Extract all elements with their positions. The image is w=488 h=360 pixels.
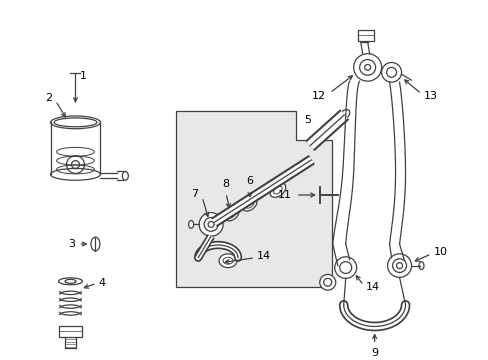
Circle shape [381,63,401,82]
Ellipse shape [339,109,349,120]
Ellipse shape [418,262,423,270]
Bar [357,30,373,41]
Ellipse shape [188,220,193,228]
Ellipse shape [224,208,239,221]
Text: 12: 12 [311,91,325,101]
Text: 4: 4 [98,278,105,288]
Circle shape [334,257,356,278]
Text: 2: 2 [45,93,52,103]
Text: 3: 3 [68,239,75,249]
Text: 14: 14 [365,282,379,292]
Text: 14: 14 [256,251,270,261]
Ellipse shape [269,183,285,197]
Text: 7: 7 [191,189,198,199]
Text: 10: 10 [432,247,447,257]
Polygon shape [176,111,331,287]
Bar [59,327,82,337]
Ellipse shape [219,254,237,267]
Text: 9: 9 [370,348,377,358]
Text: 11: 11 [277,190,291,200]
Text: 8: 8 [222,179,229,189]
Circle shape [199,213,223,236]
Ellipse shape [243,198,256,211]
Text: 1: 1 [80,71,86,81]
Circle shape [387,254,411,278]
Text: 5: 5 [303,116,310,126]
Ellipse shape [122,171,128,180]
Text: 6: 6 [246,176,253,186]
Circle shape [353,54,381,81]
Text: 13: 13 [423,91,437,101]
Circle shape [319,274,335,290]
